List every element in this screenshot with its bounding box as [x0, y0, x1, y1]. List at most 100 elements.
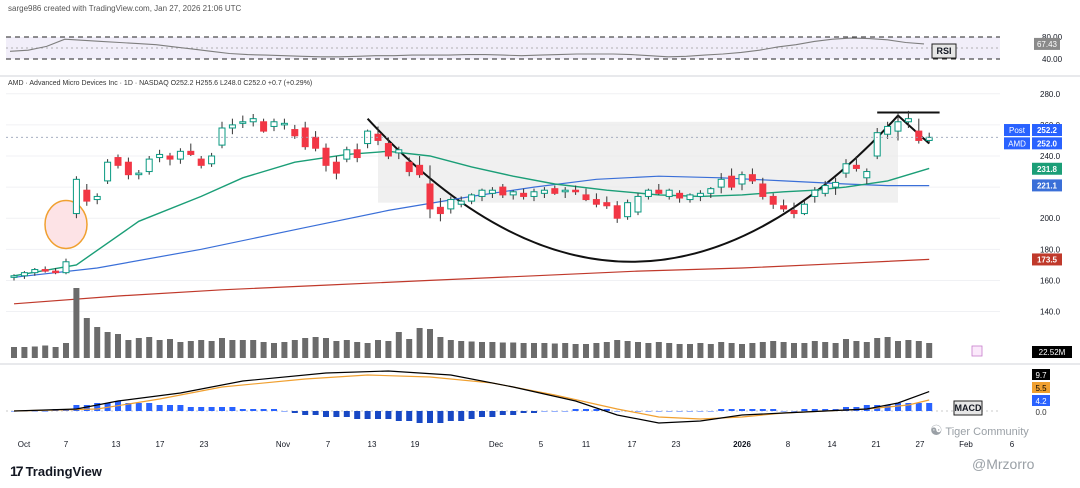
volume-bar — [271, 343, 277, 358]
macd-histogram-bar — [395, 411, 402, 421]
candle-up — [894, 121, 902, 132]
candle-up — [104, 161, 112, 182]
macd-histogram-bar — [676, 411, 683, 412]
macd-histogram-bar — [229, 407, 236, 411]
macd-value-badge — [1032, 395, 1050, 406]
macd-histogram-bar — [822, 409, 829, 411]
macd-histogram-bar — [135, 403, 142, 411]
volume-bar — [562, 343, 569, 358]
macd-value-badge — [1032, 369, 1050, 380]
macd-histogram-bar — [843, 407, 849, 411]
rsi-last-badge — [1034, 37, 1060, 50]
volume-bar — [63, 343, 69, 358]
candle-down — [405, 161, 413, 173]
rsi-last-value: 67.43 — [1037, 40, 1058, 49]
candle-down — [655, 189, 663, 194]
candle-up — [343, 149, 351, 160]
macd-value-label: 5.5 — [1035, 384, 1047, 393]
x-axis-label: 21 — [872, 440, 881, 449]
x-axis-label: 6 — [1010, 440, 1015, 449]
volume-bar — [260, 342, 267, 358]
candle-down — [332, 161, 340, 174]
price-tag-value: 252.0 — [1037, 139, 1058, 148]
candle-up — [280, 122, 288, 126]
candle-up — [156, 153, 164, 159]
highlight-circle — [44, 199, 88, 250]
candle-up — [530, 191, 538, 197]
volume-bar — [239, 340, 246, 358]
candle-down — [291, 129, 299, 137]
macd-value-label: 4.2 — [1035, 397, 1047, 406]
x-axis-label: 19 — [411, 440, 420, 449]
macd-histogram-bar — [375, 411, 381, 419]
macd-title: MACD — [955, 403, 982, 413]
x-axis-label: 11 — [582, 440, 591, 449]
candle-down — [426, 183, 434, 210]
candle-up — [863, 171, 871, 179]
price-tag-value: 221.1 — [1037, 181, 1058, 190]
volume-bar — [489, 342, 496, 358]
x-axis-label: 23 — [672, 440, 681, 449]
candle-down — [436, 206, 444, 215]
macd-histogram-bar — [73, 405, 80, 411]
volume-bar — [427, 329, 433, 358]
volume-bar — [614, 340, 621, 358]
candle-up — [145, 158, 153, 173]
volume-bar — [603, 342, 610, 358]
x-axis-label: 13 — [368, 440, 377, 449]
macd-histogram-bar — [271, 409, 277, 411]
tradingview-logo-text: TradingView — [25, 463, 102, 479]
rsi-title: RSI — [936, 46, 951, 56]
macd-histogram-bar — [520, 411, 527, 413]
macd-histogram-bar — [603, 409, 610, 411]
candle-down — [769, 195, 777, 205]
macd-histogram-bar — [479, 411, 485, 417]
volume-bar — [125, 340, 132, 358]
macd-histogram-bar — [156, 405, 163, 411]
macd-histogram-bar — [697, 411, 704, 412]
candle-up — [873, 132, 881, 157]
price-tag-value-bg — [1032, 179, 1062, 192]
tradingview-logo-icon: 17 — [10, 463, 24, 479]
candle-up — [93, 195, 101, 201]
price-tag-name-bg — [1004, 124, 1030, 137]
tiger-icon: ☯ — [930, 422, 943, 438]
candle-down — [260, 121, 268, 132]
volume-bar — [583, 344, 589, 358]
volume-bar — [499, 342, 506, 358]
candle-down — [187, 150, 195, 155]
candle-up — [644, 189, 652, 197]
macd-histogram-bar — [260, 409, 267, 411]
ma200-line — [13, 258, 930, 305]
volume-bar — [895, 341, 901, 358]
candle-up — [842, 163, 850, 174]
candle-up — [634, 195, 642, 213]
candle-up — [20, 272, 28, 277]
macd-histogram-bar — [416, 411, 423, 423]
volume-bar — [135, 338, 142, 358]
macd-histogram-bar — [926, 403, 933, 411]
price-tick-label: 160.0 — [1040, 276, 1061, 285]
macd-histogram-bar — [531, 411, 537, 413]
rsi-line — [9, 37, 925, 58]
x-axis-label: 27 — [916, 440, 925, 449]
macd-histogram-bar — [250, 409, 257, 411]
rsi-band — [6, 37, 1000, 59]
volume-bar — [94, 327, 101, 358]
macd-histogram-bar — [510, 411, 517, 415]
macd-histogram-bar — [645, 411, 652, 412]
macd-histogram-bar — [572, 409, 579, 411]
rsi-tick-label: 80.00 — [1042, 33, 1063, 42]
volume-bar — [780, 342, 787, 358]
macd-histogram-bar — [312, 411, 319, 415]
price-tag-name: AMD — [1008, 139, 1026, 148]
candle-up — [696, 192, 704, 197]
price-tag-value: 231.8 — [1037, 165, 1058, 174]
macd-histogram-bar — [635, 411, 641, 412]
pullback-line — [897, 114, 930, 145]
volume-bar — [323, 338, 329, 358]
x-axis-label: 13 — [112, 440, 121, 449]
volume-bar — [187, 341, 194, 358]
macd-histogram-bar — [385, 411, 392, 419]
